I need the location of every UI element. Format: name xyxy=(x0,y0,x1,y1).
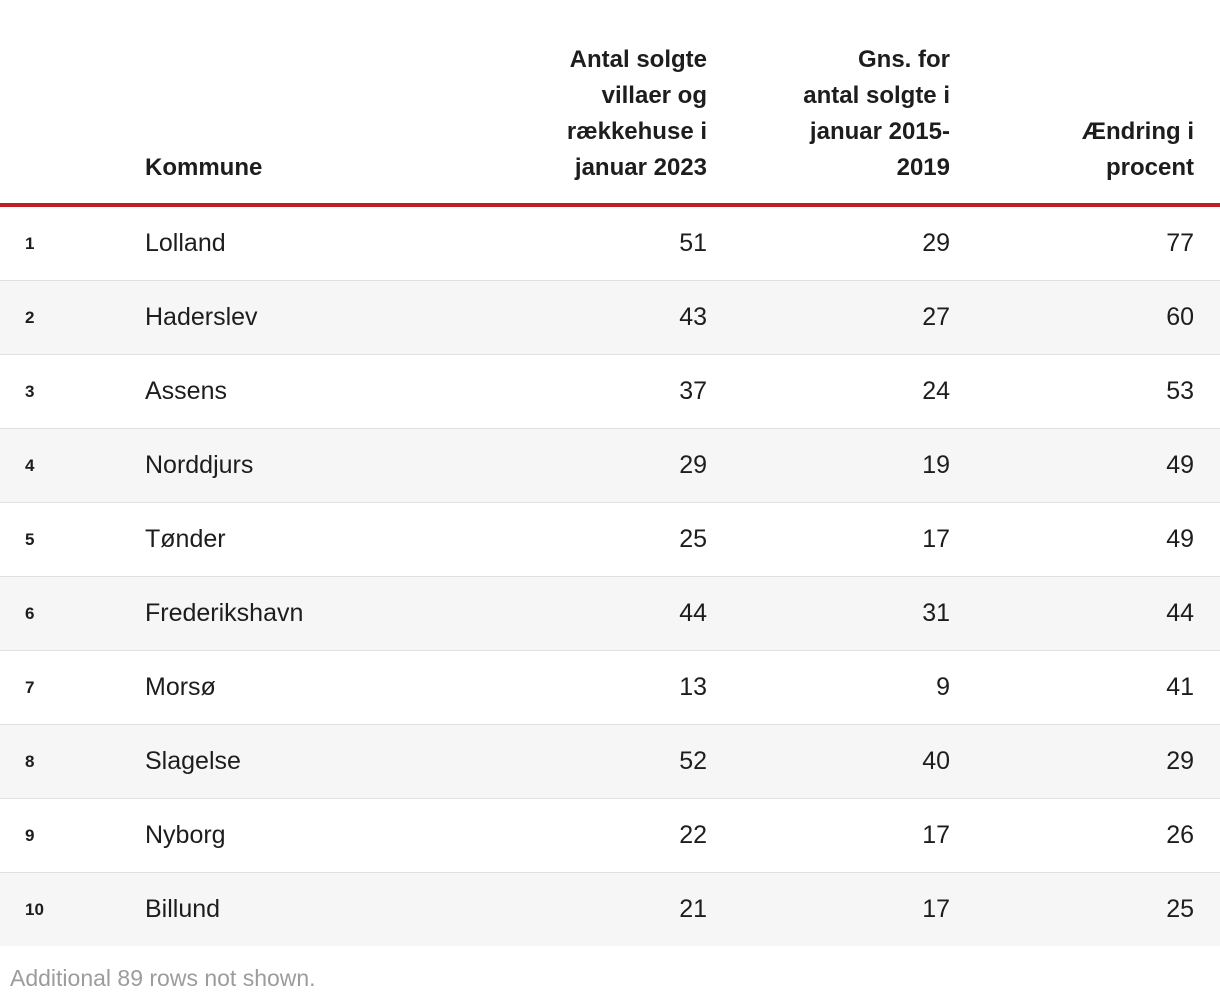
avg-2015-2019-cell: 24 xyxy=(922,377,950,405)
rank-cell: 6 xyxy=(25,603,35,623)
table-row: 6 Frederikshavn 44 31 44 xyxy=(0,576,1220,651)
kommune-cell: Haderslev xyxy=(145,303,258,331)
column-header-change-pct: Ændring i procent xyxy=(950,0,1220,207)
table-header-row: Kommune Antal solgte villaer og rækkehus… xyxy=(0,0,1220,207)
table-row: 5 Tønder 25 17 49 xyxy=(0,502,1220,577)
avg-2015-2019-cell: 40 xyxy=(922,747,950,775)
kommune-cell: Billund xyxy=(145,895,221,923)
sold-jan-2023-cell: 44 xyxy=(679,599,707,627)
change-pct-cell: 49 xyxy=(1166,451,1194,479)
table-row: 1 Lolland 51 29 77 xyxy=(0,205,1220,281)
kommune-cell: Tønder xyxy=(145,525,226,553)
change-pct-cell: 29 xyxy=(1166,747,1194,775)
avg-2015-2019-cell: 17 xyxy=(922,895,950,923)
avg-2015-2019-cell: 19 xyxy=(922,451,950,479)
kommune-cell: Nyborg xyxy=(145,821,226,849)
rank-cell: 1 xyxy=(25,233,35,253)
sold-jan-2023-cell: 13 xyxy=(679,673,707,701)
kommune-cell: Lolland xyxy=(145,229,226,257)
table-row: 10 Billund 21 17 25 xyxy=(0,872,1220,946)
avg-2015-2019-cell: 17 xyxy=(922,821,950,849)
table-row: 2 Haderslev 43 27 60 xyxy=(0,280,1220,355)
kommune-cell: Morsø xyxy=(145,673,216,701)
sold-jan-2023-cell: 21 xyxy=(679,895,707,923)
table-row: 8 Slagelse 52 40 29 xyxy=(0,724,1220,799)
rank-cell: 8 xyxy=(25,751,35,771)
column-header-avg-2015-2019: Gns. for antal solgte i januar 2015- 201… xyxy=(707,0,950,207)
rank-cell: 10 xyxy=(25,899,44,919)
change-pct-cell: 53 xyxy=(1166,377,1194,405)
table-row: 4 Norddjurs 29 19 49 xyxy=(0,428,1220,503)
sold-jan-2023-cell: 52 xyxy=(679,747,707,775)
change-pct-cell: 41 xyxy=(1166,673,1194,701)
avg-2015-2019-cell: 31 xyxy=(922,599,950,627)
table-row: 7 Morsø 13 9 41 xyxy=(0,650,1220,725)
rank-cell: 7 xyxy=(25,677,35,697)
rank-cell: 9 xyxy=(25,825,35,845)
sold-jan-2023-cell: 25 xyxy=(679,525,707,553)
column-header-sold-jan-2023: Antal solgte villaer og rækkehuse i janu… xyxy=(390,0,707,207)
avg-2015-2019-cell: 9 xyxy=(936,673,950,701)
avg-2015-2019-cell: 29 xyxy=(922,229,950,257)
column-header-kommune: Kommune xyxy=(120,0,390,207)
kommune-cell: Norddjurs xyxy=(145,451,254,479)
table-row: 9 Nyborg 22 17 26 xyxy=(0,798,1220,873)
table-row: 3 Assens 37 24 53 xyxy=(0,354,1220,429)
column-header-rank xyxy=(0,0,120,207)
kommune-cell: Slagelse xyxy=(145,747,241,775)
rank-cell: 4 xyxy=(25,455,35,475)
avg-2015-2019-cell: 27 xyxy=(922,303,950,331)
change-pct-cell: 49 xyxy=(1166,525,1194,553)
change-pct-cell: 77 xyxy=(1166,229,1194,257)
rank-cell: 5 xyxy=(25,529,35,549)
kommune-ranking-table: Kommune Antal solgte villaer og rækkehus… xyxy=(0,0,1220,946)
avg-2015-2019-cell: 17 xyxy=(922,525,950,553)
change-pct-cell: 44 xyxy=(1166,599,1194,627)
change-pct-cell: 26 xyxy=(1166,821,1194,849)
kommune-cell: Frederikshavn xyxy=(145,599,304,627)
change-pct-cell: 25 xyxy=(1166,895,1194,923)
sold-jan-2023-cell: 37 xyxy=(679,377,707,405)
rank-cell: 2 xyxy=(25,307,35,327)
sold-jan-2023-cell: 29 xyxy=(679,451,707,479)
kommune-cell: Assens xyxy=(145,377,227,405)
sold-jan-2023-cell: 22 xyxy=(679,821,707,849)
footer-note: Additional 89 rows not shown. xyxy=(10,965,316,991)
rank-cell: 3 xyxy=(25,381,35,401)
sold-jan-2023-cell: 51 xyxy=(679,229,707,257)
change-pct-cell: 60 xyxy=(1166,303,1194,331)
sold-jan-2023-cell: 43 xyxy=(679,303,707,331)
